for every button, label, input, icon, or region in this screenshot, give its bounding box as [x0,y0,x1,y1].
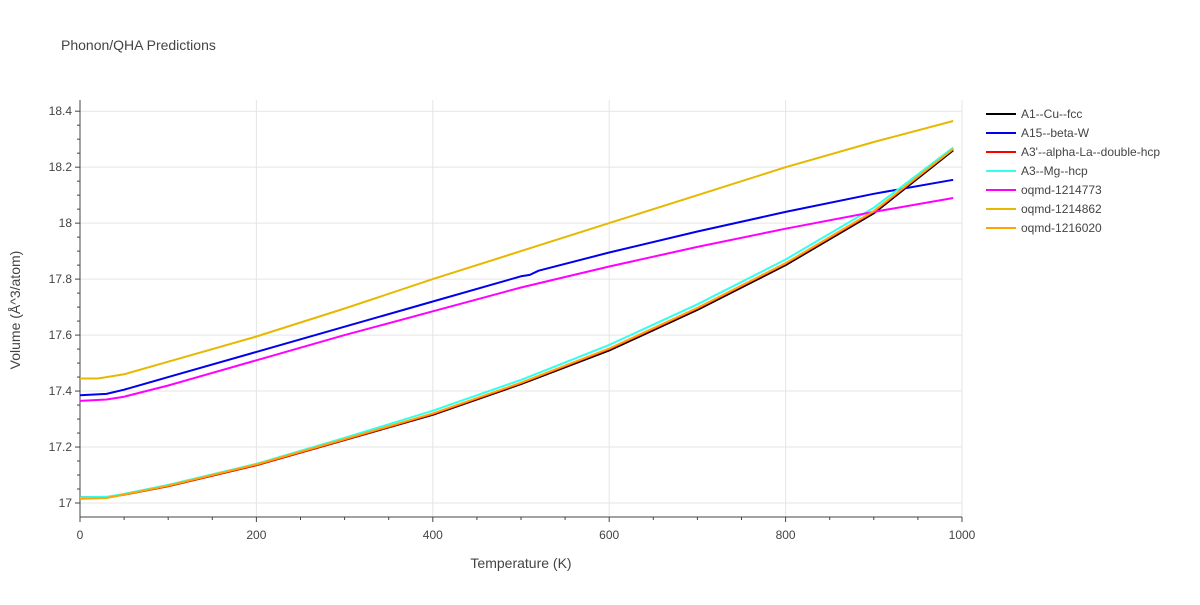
x-tick-label: 200 [246,528,266,542]
x-tick-label: 800 [776,528,796,542]
tick-labels: 0 200 400 600 800 1000 17 17.2 17.4 17.6 17.8 18 18.… [49,104,976,542]
series-line [79,178,954,397]
legend-item[interactable]: A3--Mg--hcp [986,164,1088,178]
y-tick-label: 18.2 [49,160,73,174]
y-tick-label: 18.4 [49,104,73,118]
legend-label: oqmd-1214862 [1021,202,1102,216]
x-tick-label: 400 [423,528,443,542]
y-tick-label: 17.8 [49,272,73,286]
y-tick-label: 17.4 [49,384,73,398]
series-line [79,146,954,499]
legend-label: A1--Cu--fcc [1021,107,1082,121]
series-line [80,120,954,380]
y-tick-label: 18 [59,216,73,230]
series-line [79,197,954,402]
axes [75,100,963,522]
legend-item[interactable]: A1--Cu--fcc [986,107,1082,121]
series-line [80,148,954,499]
legend-item[interactable]: A15--beta-W [986,126,1090,140]
legend-label: oqmd-1216020 [1021,221,1102,235]
legend-label: A15--beta-W [1021,126,1090,140]
series-line [79,148,954,500]
legend-label: A3--Mg--hcp [1021,164,1088,178]
chart-title: Phonon/QHA Predictions [61,37,216,53]
legend-item[interactable]: A3'--alpha-La--double-hcp [986,145,1160,159]
series-lines [79,120,954,500]
x-tick-label: 600 [599,528,619,542]
x-tick-label: 1000 [949,528,976,542]
x-axis-title: Temperature (K) [470,555,571,571]
legend-item[interactable]: oqmd-1214862 [986,202,1102,216]
grid-lines [80,100,963,517]
legend-item[interactable]: oqmd-1214773 [986,183,1102,197]
y-tick-label: 17 [59,496,73,510]
legend: A1--Cu--fcc A15--beta-W A3'--alpha-La--dou… [986,107,1160,235]
legend-label: oqmd-1214773 [1021,183,1102,197]
legend-item[interactable]: oqmd-1216020 [986,221,1102,235]
x-tick-label: 0 [77,528,84,542]
y-tick-label: 17.2 [49,440,73,454]
legend-label: A3'--alpha-La--double-hcp [1021,145,1160,159]
y-axis-title: Volume (Å^3/atom) [7,251,23,370]
series-line [80,149,954,499]
y-tick-label: 17.6 [49,328,73,342]
